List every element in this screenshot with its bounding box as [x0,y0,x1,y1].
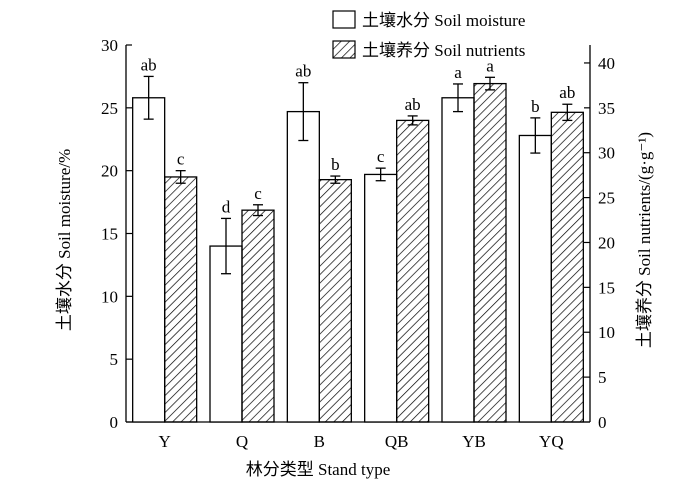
left-y-tick-label: 30 [101,36,118,55]
x-tick-label: Y [159,432,171,451]
legend-swatch-soil-moisture [332,10,356,29]
bar-nutrients-q [241,209,275,423]
significance-letter: ab [141,55,157,74]
significance-letter: ab [295,62,311,81]
legend: 土壤水分 Soil moisture 土壤养分 Soil nutrients [332,10,525,60]
right-y-tick-label: 30 [598,144,615,163]
bar-moisture-yq [518,134,552,423]
left-y-tick-label: 25 [101,99,118,118]
right-y-axis-title: 土壤养分 Soil nutrients/(g·g⁻¹) [634,132,654,348]
right-y-axis: 0 5 10 15 20 25 30 35 40 [584,54,615,432]
legend-label-soil-moisture: 土壤水分 Soil moisture [362,10,525,30]
significance-letter: a [454,63,462,82]
significance-letter: ab [559,83,575,102]
right-y-tick-label: 10 [598,323,615,342]
left-y-tick-label: 15 [101,225,118,244]
significance-letter: b [531,97,540,116]
significance-letter: d [222,197,231,216]
bar-nutrients-y [164,176,198,423]
significance-letter: c [177,150,185,169]
right-y-tick-label: 25 [598,189,615,208]
left-y-tick-label: 5 [110,350,119,369]
bar-moisture-y [132,97,166,423]
left-y-tick-label: 20 [101,162,118,181]
left-y-tick-label: 0 [110,413,119,432]
significance-letter: c [377,147,385,166]
x-tick-label: B [314,432,325,451]
significance-letter: ab [405,95,421,114]
left-y-tick-label: 10 [101,287,118,306]
bar-nutrients-yq [550,111,584,423]
bar-moisture-yb [441,97,475,423]
left-y-axis: 0 5 10 15 20 25 30 [101,36,132,432]
right-y-tick-label: 35 [598,99,615,118]
x-tick-label: YQ [539,432,564,451]
bar-nutrients-qb [396,119,430,423]
x-axis: Y Q B QB YB YQ [159,432,564,451]
x-tick-label: Q [236,432,248,451]
left-y-axis-title: 土壤水分 Soil moisture/% [54,149,74,331]
significance-letter: b [331,155,340,174]
x-axis-title: 林分类型 Stand type [246,460,391,479]
bar-nutrients-b [318,178,352,423]
significance-letter: a [486,56,494,75]
bar-moisture-qb [364,173,398,423]
legend-swatch-soil-nutrients [332,40,356,59]
significance-letter: c [254,184,262,203]
x-tick-label: YB [462,432,486,451]
x-tick-label: QB [385,432,409,451]
right-y-tick-label: 15 [598,278,615,297]
right-y-tick-label: 20 [598,233,615,252]
bar-nutrients-yb [473,82,507,423]
right-y-tick-label: 0 [598,413,607,432]
right-y-tick-label: 40 [598,54,615,73]
legend-label-soil-nutrients: 土壤养分 Soil nutrients [362,40,525,60]
right-y-tick-label: 5 [598,368,607,387]
bar-moisture-b [286,110,320,423]
bar-moisture-q [209,245,243,423]
